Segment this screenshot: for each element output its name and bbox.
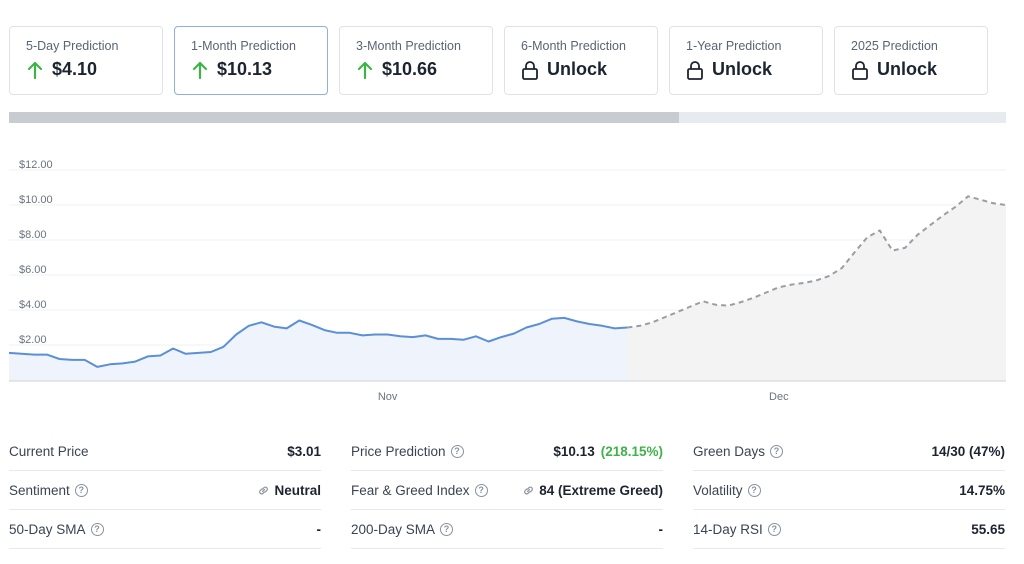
stats-column-3: Green Days? 14/30 (47%) Volatility? 14.7… [693,432,1005,549]
stat-value: $3.01 [287,443,321,459]
card-value: $4.10 [52,59,98,79]
card-label: 2025 Prediction [851,39,938,53]
y-tick-label: $2.00 [19,334,47,346]
card-value: $10.13 [217,59,273,79]
y-tick-label: $10.00 [19,194,53,206]
card-value: Unlock [712,59,773,79]
stat-value: $10.13 [553,443,595,459]
stats-panel: Current Price $3.01 Sentiment? Neutral 5… [9,432,1005,549]
stat-label: Current Price [9,443,89,459]
help-icon[interactable]: ? [474,483,488,497]
historical-line [8,316,628,368]
stat-current-price: Current Price $3.01 [9,432,321,471]
help-icon[interactable]: ? [767,522,781,536]
prediction-card-1-year[interactable]: 1-Year Prediction Unlock [669,26,823,95]
lock-icon [522,60,538,80]
stat-fear-greed-index: Fear & Greed Index? 84 (Extreme Greed) [351,471,663,510]
help-icon[interactable]: ? [770,444,784,458]
help-icon[interactable]: ? [74,483,88,497]
card-label: 6-Month Prediction [521,39,626,53]
stat-label: Sentiment [9,482,70,498]
help-icon[interactable]: ? [747,483,761,497]
card-label: 3-Month Prediction [356,39,461,53]
forecast-line [627,195,1007,329]
x-tick-label: Dec [769,391,789,403]
price-prediction-chart: $12.00$10.00$8.00$6.00$4.00$2.00$0.00Nov… [8,159,1007,403]
arrow-up-icon [192,61,208,79]
stat-50-day-sma: 50-Day SMA? - [9,510,321,549]
card-label: 5-Day Prediction [26,39,119,53]
y-tick-label: $4.00 [19,299,47,311]
stat-label: Fear & Greed Index [351,482,470,498]
stat-value: 55.65 [971,521,1005,537]
y-tick-label: $6.00 [19,264,47,276]
lock-icon [852,60,868,80]
stat-volatility: Volatility? 14.75% [693,471,1005,510]
progress-fill [9,112,679,123]
stat-green-days: Green Days? 14/30 (47%) [693,432,1005,471]
arrow-up-icon [357,61,373,79]
stat-14-day-rsi: 14-Day RSI? 55.65 [693,510,1005,549]
forecast-area [627,196,1006,380]
prediction-card-2025[interactable]: 2025 Prediction Unlock [834,26,988,95]
stat-value: 14.75% [959,482,1005,498]
stat-label: 50-Day SMA [9,521,86,537]
y-tick-label: $8.00 [19,229,47,241]
lock-icon [687,60,703,80]
help-icon[interactable]: ? [450,444,464,458]
stats-column-2: Price Prediction? $10.13 (218.15%) Fear … [351,432,663,549]
stat-label: 14-Day RSI [693,521,763,537]
stat-value-link[interactable]: 84 (Extreme Greed) [522,483,663,498]
stat-label: Volatility [693,482,743,498]
help-icon[interactable]: ? [90,522,104,536]
help-icon[interactable]: ? [440,522,454,536]
prediction-cards: 5-Day Prediction $4.10 1-Month Predictio… [9,26,988,95]
stat-200-day-sma: 200-Day SMA? - [351,510,663,549]
prediction-card-1-month[interactable]: 1-Month Prediction $10.13 [174,26,328,95]
stat-label: Green Days [693,443,766,459]
card-label: 1-Year Prediction [686,39,782,53]
y-tick-label: $12.00 [19,159,53,171]
stat-price-prediction: Price Prediction? $10.13 (218.15%) [351,432,663,471]
prediction-card-6-month[interactable]: 6-Month Prediction Unlock [504,26,658,95]
historical-area [9,317,628,380]
link-icon [524,486,534,494]
prediction-card-3-month[interactable]: 3-Month Prediction $10.66 [339,26,493,95]
timeframe-progress-bar [9,112,1006,123]
stat-label: 200-Day SMA [351,521,436,537]
prediction-card-5-day[interactable]: 5-Day Prediction $4.10 [9,26,163,95]
card-value: $10.66 [382,59,438,79]
stat-value: - [658,521,664,537]
stats-column-1: Current Price $3.01 Sentiment? Neutral 5… [9,432,321,549]
stat-label: Price Prediction [351,443,446,459]
x-tick-label: Nov [378,391,398,403]
arrow-up-icon [27,61,43,79]
stat-value: 14/30 (47%) [931,443,1005,459]
stat-change-percent: (218.15%) [600,443,663,459]
link-icon [259,486,269,494]
stat-value: - [316,521,322,537]
card-value: Unlock [547,59,608,79]
stat-sentiment: Sentiment? Neutral [9,471,321,510]
card-value: Unlock [877,59,938,79]
stat-value-link[interactable]: Neutral [257,483,321,498]
card-label: 1-Month Prediction [191,39,296,53]
